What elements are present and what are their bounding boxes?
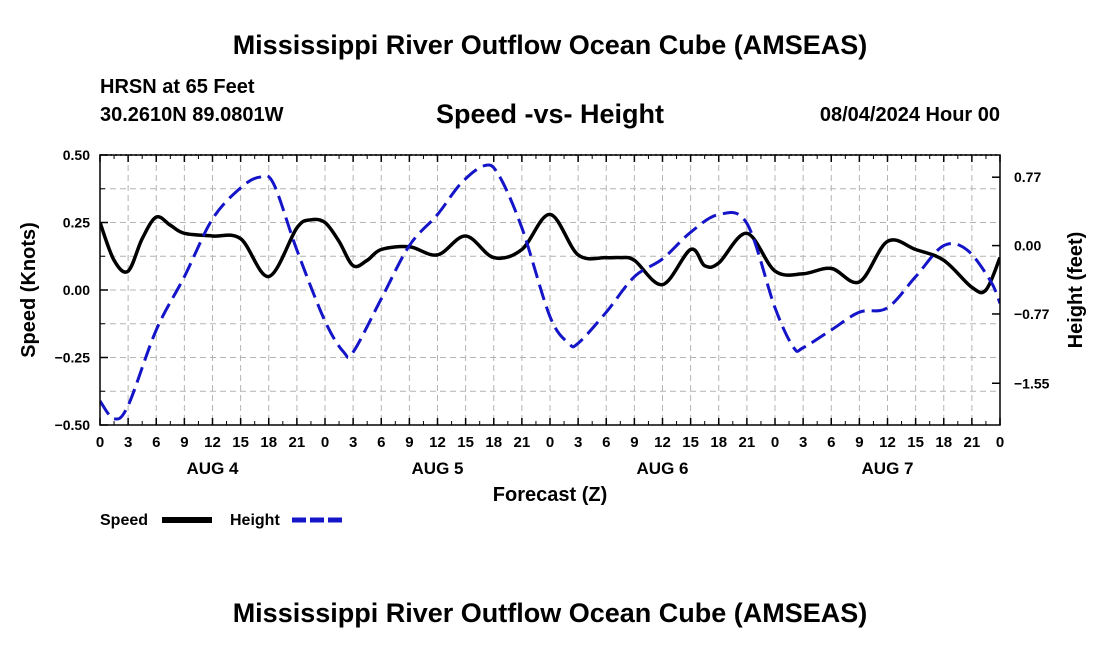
day-label: AUG 6 xyxy=(637,459,689,478)
footer-title: Mississippi River Outflow Ocean Cube (AM… xyxy=(232,598,868,628)
legend: Speed Height xyxy=(100,512,342,529)
x-tick-label: 3 xyxy=(349,434,357,451)
x-tick-label: 3 xyxy=(799,434,807,451)
legend-label-height: Height xyxy=(230,512,280,529)
y-left-tick-label: −0.50 xyxy=(55,417,91,433)
x-tick-label: 9 xyxy=(180,434,188,451)
x-tick-label: 21 xyxy=(514,434,531,451)
legend-label-speed: Speed xyxy=(100,512,148,529)
x-tick-label: 15 xyxy=(907,434,924,451)
x-tick-label: 18 xyxy=(260,434,277,451)
x-tick-label: 12 xyxy=(204,434,221,451)
x-tick-label: 3 xyxy=(124,434,132,451)
ticks xyxy=(99,154,1001,426)
x-tick-label: 15 xyxy=(457,434,474,451)
y-left-tick-label: 0.50 xyxy=(63,147,90,163)
x-axis-title: Forecast (Z) xyxy=(493,484,607,506)
axis-labels: 0 3 6 9 12 15 18 21 0 3 6 9 12 15 18 21 0 3 6 9 12 15 18 21 0 3 6 9… xyxy=(18,147,1087,506)
x-tick-label: 12 xyxy=(654,434,671,451)
chart-title: Speed -vs- Height xyxy=(435,99,665,129)
y-right-tick-label: 0.77 xyxy=(1014,169,1041,185)
x-tick-label: 21 xyxy=(289,434,306,451)
y-left-tick-label: 0.25 xyxy=(63,215,90,231)
y-left-tick-label: −0.25 xyxy=(55,350,91,366)
x-tick-label: 0 xyxy=(996,434,1004,451)
day-label: AUG 5 xyxy=(412,459,464,478)
date-hour-label: 08/04/2024 Hour 00 xyxy=(819,104,1000,126)
series-layer xyxy=(100,163,1000,421)
x-tick-label: 6 xyxy=(152,434,160,451)
station-label: HRSN at 65 Feet xyxy=(100,76,255,98)
x-tick-label: 0 xyxy=(321,434,329,451)
x-tick-label: 9 xyxy=(405,434,413,451)
coordinates-label: 30.2610N 89.0801W xyxy=(100,104,284,126)
y-right-tick-label: −1.55 xyxy=(1014,375,1050,391)
day-label: AUG 7 xyxy=(862,459,914,478)
y-left-tick-label: 0.00 xyxy=(63,282,90,298)
x-tick-label: 6 xyxy=(377,434,385,451)
x-tick-label: 12 xyxy=(429,434,446,451)
x-tick-label: 6 xyxy=(602,434,610,451)
x-tick-label: 21 xyxy=(964,434,981,451)
x-tick-label: 12 xyxy=(879,434,896,451)
grid xyxy=(100,154,1000,425)
series-line-speed xyxy=(100,212,1000,295)
x-tick-label: 18 xyxy=(485,434,502,451)
x-tick-label: 0 xyxy=(96,434,104,451)
x-tick-label: 15 xyxy=(682,434,699,451)
y-left-axis-title: Speed (Knots) xyxy=(18,222,40,358)
main-title: Mississippi River Outflow Ocean Cube (AM… xyxy=(232,30,868,60)
y-right-axis-title: Height (feet) xyxy=(1065,232,1087,349)
x-tick-label: 3 xyxy=(574,434,582,451)
day-label: AUG 4 xyxy=(187,459,240,478)
x-tick-label: 15 xyxy=(232,434,249,451)
x-tick-label: 0 xyxy=(771,434,779,451)
series-line-height xyxy=(100,163,1000,421)
x-tick-label: 0 xyxy=(546,434,554,451)
y-right-tick-label: −0.77 xyxy=(1014,306,1050,322)
x-tick-label: 9 xyxy=(630,434,638,451)
x-tick-label: 9 xyxy=(855,434,863,451)
x-tick-label: 18 xyxy=(935,434,952,451)
x-tick-label: 6 xyxy=(827,434,835,451)
y-right-tick-label: 0.00 xyxy=(1014,238,1041,254)
x-tick-label: 18 xyxy=(710,434,727,451)
x-tick-label: 21 xyxy=(739,434,756,451)
